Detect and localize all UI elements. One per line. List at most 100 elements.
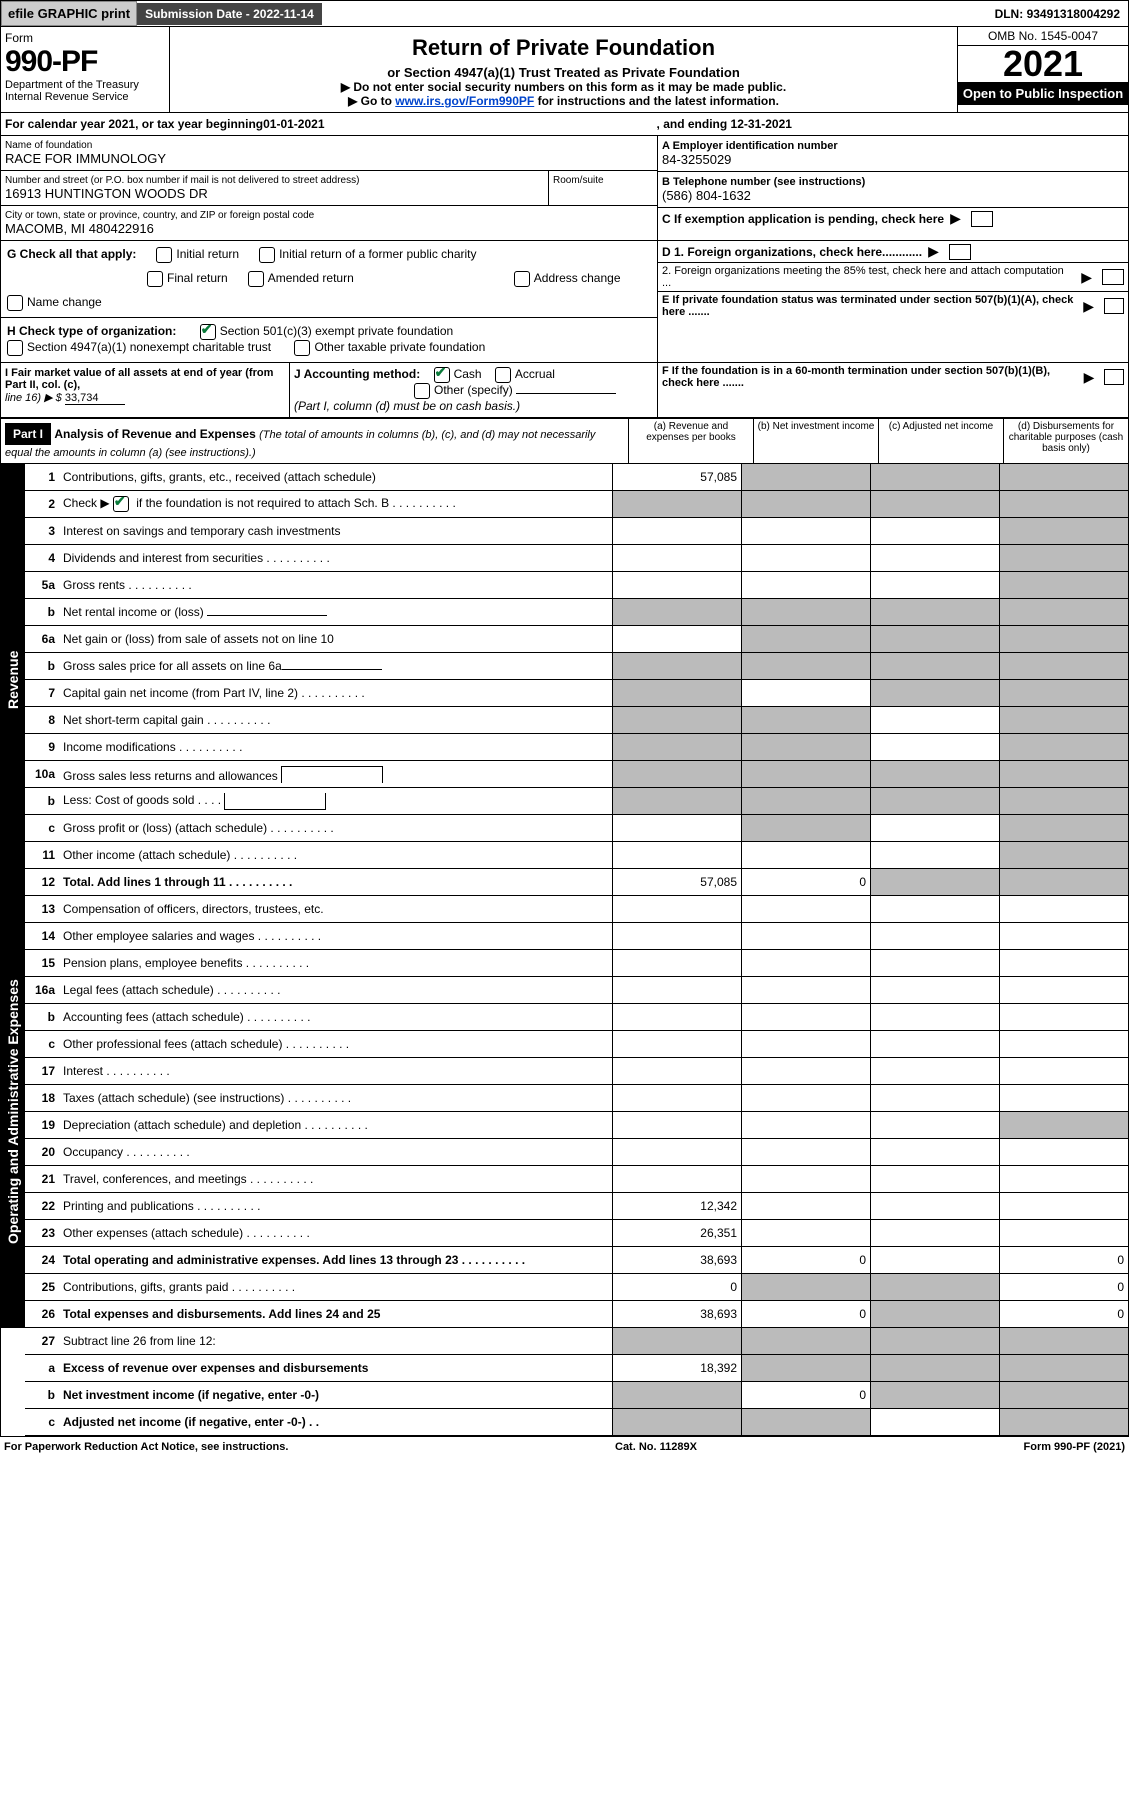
row-other-income: Other income (attach schedule) . . . . .… <box>59 846 612 864</box>
row-other-exp: Other expenses (attach schedule) . . . .… <box>59 1224 612 1242</box>
row-legal: Legal fees (attach schedule) . . . . . .… <box>59 981 612 999</box>
form-title: Return of Private Foundation <box>174 35 953 61</box>
d2-label: 2. Foreign organizations meeting the 85%… <box>662 265 1075 289</box>
row-gross-sales-6a: Gross sales price for all assets on line… <box>59 657 612 675</box>
row-dividends: Dividends and interest from securities .… <box>59 549 612 567</box>
row-net-gain: Net gain or (loss) from sale of assets n… <box>59 630 612 648</box>
c-checkbox[interactable] <box>971 211 993 227</box>
submission-date: Submission Date - 2022-11-14 <box>137 3 322 25</box>
fmv-value: 33,734 <box>65 392 125 405</box>
f-label: F If the foundation is in a 60-month ter… <box>662 365 1078 389</box>
row-interest: Interest . . . . . . . . . . <box>59 1062 612 1080</box>
h-label: H Check type of organization: <box>7 324 176 338</box>
g-label: G Check all that apply: <box>7 247 136 263</box>
row-total-24: Total operating and administrative expen… <box>59 1251 612 1269</box>
row-adj-net: Adjusted net income (if negative, enter … <box>59 1413 612 1431</box>
form-number: 990-PF <box>5 45 165 79</box>
ck-cash[interactable] <box>434 367 450 383</box>
j-label: J Accounting method: <box>294 367 420 381</box>
row-excess: Excess of revenue over expenses and disb… <box>59 1359 612 1377</box>
row-cogs: Less: Cost of goods sold . . . . <box>59 791 612 812</box>
row-compensation: Compensation of officers, directors, tru… <box>59 900 612 918</box>
row-depreciation: Depreciation (attach schedule) and deple… <box>59 1116 612 1134</box>
col-b: (b) Net investment income <box>753 419 878 463</box>
phone: (586) 804-1632 <box>662 188 1124 203</box>
top-bar: efile GRAPHIC print Submission Date - 20… <box>0 0 1129 27</box>
row-cap-gain: Capital gain net income (from Part IV, l… <box>59 684 612 702</box>
row-professional: Other professional fees (attach schedule… <box>59 1035 612 1053</box>
row-occupancy: Occupancy . . . . . . . . . . <box>59 1143 612 1161</box>
form-header: Form 990-PF Department of the Treasury I… <box>0 27 1129 113</box>
row-net-inv: Net investment income (if negative, ente… <box>59 1386 612 1404</box>
form-ref: Form 990-PF (2021) <box>1024 1441 1125 1453</box>
row-gross-rents: Gross rents . . . . . . . . . . <box>59 576 612 594</box>
revenue-section: Revenue 1Contributions, gifts, grants, e… <box>0 464 1129 896</box>
f-checkbox[interactable] <box>1104 369 1124 385</box>
irs-link[interactable]: www.irs.gov/Form990PF <box>395 94 534 108</box>
ck-initial-public[interactable] <box>259 247 275 263</box>
dln: DLN: 93491318004292 <box>987 3 1128 25</box>
checks-row: G Check all that apply: Initial return I… <box>0 241 1129 363</box>
e-checkbox[interactable] <box>1104 298 1124 314</box>
row-taxes: Taxes (attach schedule) (see instruction… <box>59 1089 612 1107</box>
ijf-row: I Fair market value of all assets at end… <box>0 363 1129 418</box>
paperwork-notice: For Paperwork Reduction Act Notice, see … <box>4 1441 288 1453</box>
col-a: (a) Revenue and expenses per books <box>628 419 753 463</box>
d1-label: D 1. Foreign organizations, check here..… <box>662 245 922 259</box>
ck-address[interactable] <box>514 271 530 287</box>
foundation-name: RACE FOR IMMUNOLOGY <box>5 151 653 166</box>
row-gross-profit: Gross profit or (loss) (attach schedule)… <box>59 819 612 837</box>
row-gross-sales: Gross sales less returns and allowances <box>59 764 612 785</box>
ck-initial[interactable] <box>156 247 172 263</box>
ck-namechange[interactable] <box>7 295 23 311</box>
page-footer: For Paperwork Reduction Act Notice, see … <box>0 1436 1129 1457</box>
ssn-warning: ▶ Do not enter social security numbers o… <box>174 80 953 94</box>
row-pension: Pension plans, employee benefits . . . .… <box>59 954 612 972</box>
row-short-term: Net short-term capital gain . . . . . . … <box>59 711 612 729</box>
ck-amended[interactable] <box>248 271 264 287</box>
ck-accrual[interactable] <box>495 367 511 383</box>
i-label: I Fair market value of all assets at end… <box>5 367 273 391</box>
part1-title: Analysis of Revenue and Expenses <box>54 427 255 441</box>
ck-sch-b[interactable] <box>113 496 129 512</box>
phone-label: B Telephone number (see instructions) <box>662 176 1124 188</box>
col-c: (c) Adjusted net income <box>878 419 1003 463</box>
row-income-mod: Income modifications . . . . . . . . . . <box>59 738 612 756</box>
row-accounting: Accounting fees (attach schedule) . . . … <box>59 1008 612 1026</box>
row-contributions: Contributions, gifts, grants, etc., rece… <box>59 468 612 486</box>
tax-year: 2021 <box>958 46 1128 82</box>
e-label: E If private foundation status was termi… <box>662 294 1077 318</box>
ck-other-method[interactable] <box>414 383 430 399</box>
ck-501c3[interactable] <box>200 324 216 340</box>
entity-info: Name of foundation RACE FOR IMMUNOLOGY N… <box>0 136 1129 241</box>
part1-header: Part I Analysis of Revenue and Expenses … <box>0 418 1129 464</box>
form-subtitle: or Section 4947(a)(1) Trust Treated as P… <box>174 65 953 80</box>
net-section: 27Subtract line 26 from line 12: aExcess… <box>0 1328 1129 1436</box>
efile-button[interactable]: efile GRAPHIC print <box>1 1 137 26</box>
revenue-side-label: Revenue <box>1 464 25 896</box>
ein-label: A Employer identification number <box>662 140 1124 152</box>
form-label: Form <box>5 31 165 45</box>
room-label: Room/suite <box>553 175 653 186</box>
row-net-rental: Net rental income or (loss) <box>59 603 612 621</box>
city-label: City or town, state or province, country… <box>5 210 653 221</box>
row-27: Subtract line 26 from line 12: <box>59 1332 612 1350</box>
j-note: (Part I, column (d) must be on cash basi… <box>294 399 520 413</box>
col-d: (d) Disbursements for charitable purpose… <box>1003 419 1128 463</box>
ck-other-tax[interactable] <box>294 340 310 356</box>
row-sch-b: Check ▶ if the foundation is not require… <box>59 494 612 514</box>
open-public: Open to Public Inspection <box>958 82 1128 105</box>
d2-checkbox[interactable] <box>1102 269 1124 285</box>
calendar-year-row: For calendar year 2021, or tax year begi… <box>0 113 1129 136</box>
name-label: Name of foundation <box>5 140 653 151</box>
row-printing: Printing and publications . . . . . . . … <box>59 1197 612 1215</box>
row-salaries: Other employee salaries and wages . . . … <box>59 927 612 945</box>
part1-label: Part I <box>5 423 51 445</box>
expenses-side-label: Operating and Administrative Expenses <box>1 896 25 1328</box>
ck-4947[interactable] <box>7 340 23 356</box>
ck-final[interactable] <box>147 271 163 287</box>
irs: Internal Revenue Service <box>5 91 165 103</box>
city-state-zip: MACOMB, MI 480422916 <box>5 221 653 236</box>
ein: 84-3255029 <box>662 152 1124 167</box>
d1-checkbox[interactable] <box>949 244 971 260</box>
